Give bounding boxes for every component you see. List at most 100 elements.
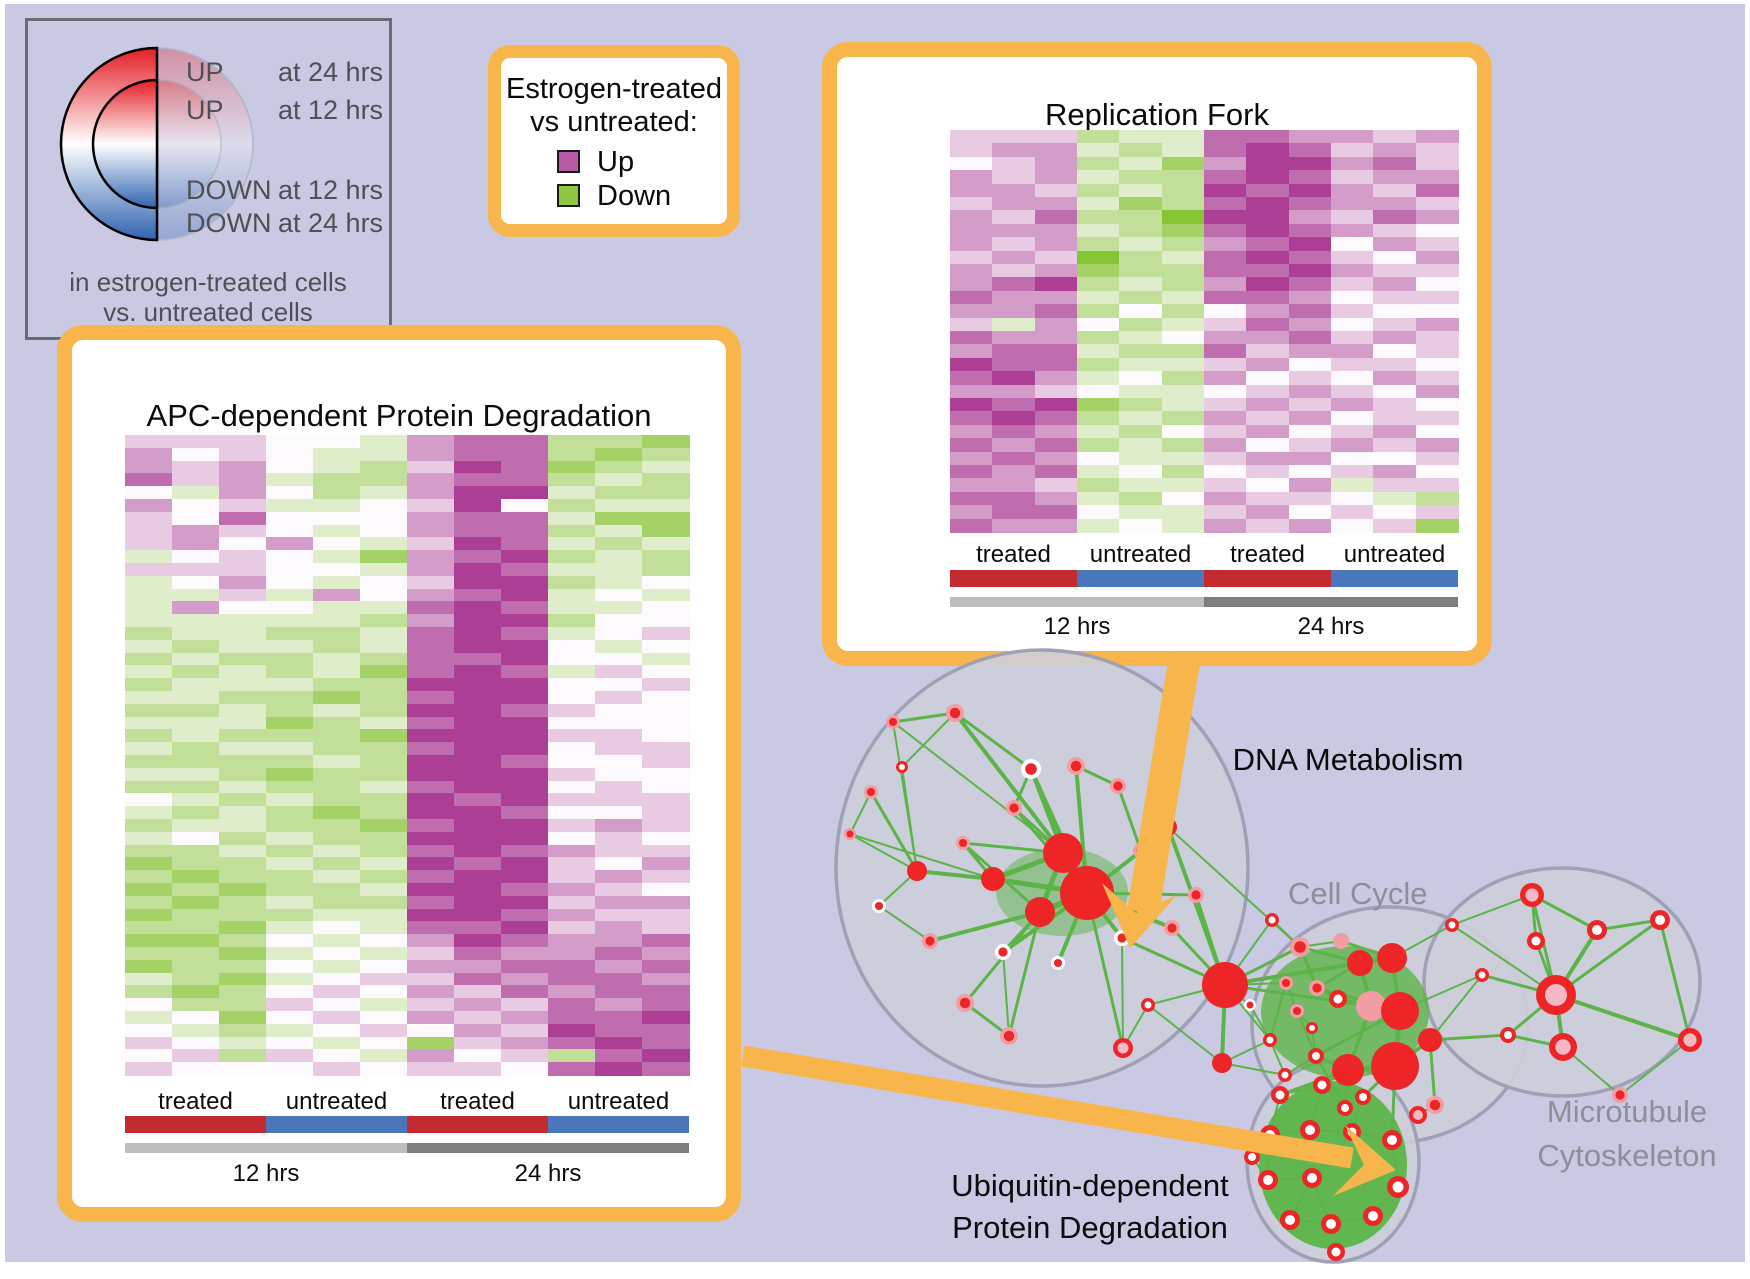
heatmap-cell <box>360 947 408 961</box>
heatmap-cell <box>360 665 408 679</box>
heatmap-cell <box>454 550 502 564</box>
heatmap-cell <box>1246 398 1290 412</box>
heatmap-cell <box>1076 197 1120 211</box>
heatmap-cell <box>548 1062 596 1076</box>
heatmap-cell <box>1330 304 1374 319</box>
heatmap-cell <box>219 780 267 794</box>
heatmap-cell <box>172 614 220 628</box>
heatmap-cell <box>407 601 455 615</box>
heatmap-cell <box>1246 357 1290 372</box>
heatmap-cell <box>1415 223 1459 238</box>
heatmap-cell <box>219 639 267 654</box>
heatmap-cell <box>266 819 314 833</box>
heatmap-cell <box>219 857 267 871</box>
heatmap-cell <box>1076 371 1120 386</box>
heatmap-cell <box>501 1062 549 1076</box>
heatmap-cell <box>1119 398 1163 412</box>
heatmap-cell <box>501 844 549 858</box>
heatmap-cell <box>501 1036 549 1050</box>
heatmap-cell <box>1288 398 1332 412</box>
heatmap-cell <box>407 921 455 935</box>
heatmap-cell <box>1034 518 1078 533</box>
heatmap-cell <box>992 424 1036 439</box>
heatmap-cell <box>266 1062 314 1076</box>
heatmap-cell <box>1246 170 1290 185</box>
heatmap-cell <box>1119 223 1163 238</box>
heatmap-cell <box>407 870 455 884</box>
heatmap-cell <box>407 678 455 692</box>
heatmap-cell <box>1415 491 1459 506</box>
heatmap-cell <box>501 729 549 743</box>
heatmap-cell <box>1119 331 1163 345</box>
heatmap-cell <box>219 998 267 1012</box>
heatmap-cell <box>454 908 502 922</box>
updown-gradient-circles-icon <box>59 46 254 242</box>
heatmap-cell <box>219 844 267 858</box>
heatmap-cell <box>266 511 314 526</box>
heatmap-cell <box>1203 344 1247 359</box>
heatmap-cell <box>266 499 314 513</box>
heatmap-cell <box>1330 411 1374 426</box>
heatmap-cell <box>407 665 455 679</box>
heatmap-cell <box>1076 438 1120 453</box>
heatmap-cell <box>125 742 173 756</box>
heatmap-cell <box>595 627 643 641</box>
heatmap-cell <box>1373 424 1417 439</box>
heatmap-cell <box>642 703 690 718</box>
heatmap-cell <box>1161 170 1205 185</box>
heatmap-cell <box>1288 250 1332 265</box>
heatmap-cell <box>642 959 690 974</box>
heatmap-cell <box>501 460 549 474</box>
heatmap-cell <box>1119 250 1163 265</box>
heatmap-cell <box>1288 170 1332 185</box>
heatmap-cell <box>360 588 408 602</box>
heatmap-cell <box>454 665 502 679</box>
heatmap-cell <box>407 767 455 782</box>
heatmap-cell <box>454 793 502 807</box>
heatmap-cell <box>501 985 549 999</box>
heatmap-cell <box>172 563 220 577</box>
heatmap-cell <box>1119 518 1163 533</box>
heatmap-cell <box>1415 277 1459 292</box>
heatmap-cell <box>1330 170 1374 185</box>
heatmap-cell <box>642 998 690 1012</box>
heatmap-cell <box>1288 438 1332 453</box>
heatmap-cell <box>1246 156 1290 171</box>
heatmap-cell <box>1034 264 1078 278</box>
heatmap-cell <box>266 1011 314 1025</box>
heatmap-cell <box>360 435 408 449</box>
heatmap-cell <box>407 563 455 577</box>
heatmap-cell <box>1161 130 1205 144</box>
heatmap-cell <box>172 755 220 769</box>
heatmap-cell <box>219 486 267 500</box>
heatmap-cell <box>1034 331 1078 345</box>
heatmap-cell <box>454 947 502 961</box>
heatmap-cell <box>501 435 549 449</box>
heatmap-cell <box>642 767 690 782</box>
heatmap-cell <box>1119 424 1163 439</box>
heatmap-cell <box>219 1036 267 1050</box>
heatmap-cell <box>407 1049 455 1063</box>
heatmap-cell <box>266 1049 314 1063</box>
heatmap-cell <box>548 486 596 500</box>
heatmap-cell <box>548 627 596 641</box>
heatmap-cell <box>595 588 643 602</box>
heatmap-cell <box>992 505 1036 520</box>
heatmap-cell <box>595 844 643 858</box>
heatmap-cell <box>219 831 267 846</box>
heatmap-cell <box>501 524 549 538</box>
legend-word-down-12: DOWN <box>186 175 272 205</box>
heatmap-cell <box>642 895 690 910</box>
heatmap-cell <box>454 588 502 602</box>
heatmap-cell <box>219 588 267 602</box>
heatmap-cell <box>642 486 690 500</box>
heatmap-cell <box>360 575 408 590</box>
dna-metabolism-label: DNA Metabolism <box>1232 742 1464 777</box>
heatmap-cell <box>1246 290 1290 305</box>
heatmap-cell <box>1034 384 1078 399</box>
heatmap-cell <box>1330 424 1374 439</box>
heatmap-cell <box>501 806 549 820</box>
heatmap-cell <box>1119 264 1163 278</box>
heatmap-cell <box>1076 357 1120 372</box>
heatmap-cell <box>992 398 1036 412</box>
